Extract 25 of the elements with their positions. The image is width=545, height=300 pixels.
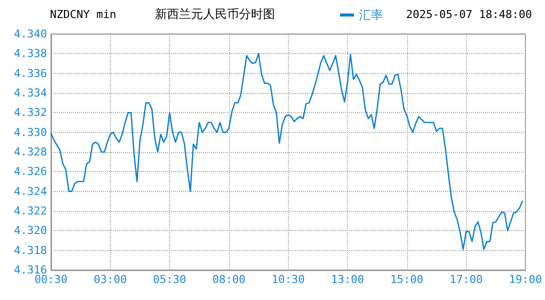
y-tick-label: 4.318 xyxy=(14,244,47,257)
x-tick-label: 13:00 xyxy=(330,273,364,286)
y-tick-label: 4.336 xyxy=(14,66,47,80)
x-tick-label: 03:00 xyxy=(94,273,127,286)
chart-title: NZDCNY min xyxy=(50,8,116,21)
y-tick-label: 4.340 xyxy=(14,28,47,40)
y-tick-label: 4.324 xyxy=(14,184,48,198)
x-tick-label: 19:00 xyxy=(508,273,542,286)
x-tick-label: 10:30 xyxy=(272,273,305,286)
legend-label: 汇率 xyxy=(359,8,383,22)
x-tick-label: 17:00 xyxy=(450,273,483,286)
y-tick-label: 4.326 xyxy=(14,165,47,178)
x-tick-label: 08:00 xyxy=(212,273,246,286)
y-tick-label: 4.328 xyxy=(14,146,47,158)
text: 2025-05-07 18:48:00 xyxy=(406,8,532,21)
line-series xyxy=(50,53,524,250)
y-tick-label: 4.330 xyxy=(14,126,47,139)
x-tick-label: 15:00 xyxy=(390,273,424,286)
y-tick-label: 4.322 xyxy=(14,204,47,218)
y-tick-label: 4.332 xyxy=(14,106,47,120)
y-tick-label: 4.334 xyxy=(14,86,48,100)
chart-subtitle: 新西兰元人民币分时图 xyxy=(155,7,275,21)
x-tick-label: 05:30 xyxy=(153,273,186,286)
y-tick-label: 4.338 xyxy=(14,47,47,60)
y-tick-label: 4.320 xyxy=(14,224,47,238)
